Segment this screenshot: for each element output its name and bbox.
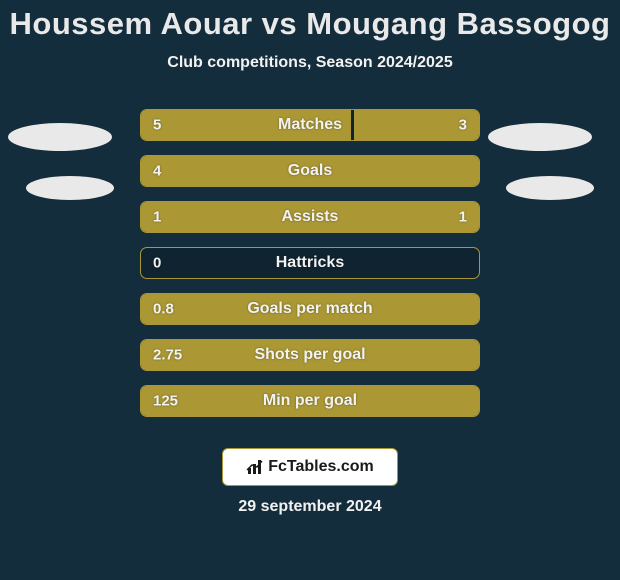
- page-title: Houssem Aouar vs Mougang Bassogog: [0, 6, 620, 42]
- stat-label: Goals per match: [247, 300, 372, 318]
- logo-ellipse: [506, 176, 594, 200]
- stat-label: Hattricks: [276, 254, 344, 272]
- stat-value-left: 125: [153, 393, 178, 410]
- stat-label: Shots per goal: [254, 346, 365, 364]
- stat-value-left: 0.8: [153, 301, 174, 318]
- logo-ellipse: [488, 123, 592, 151]
- stat-bar: 1 1 Assists: [140, 201, 480, 233]
- date-text: 29 september 2024: [0, 498, 620, 516]
- stat-value-left: 0: [153, 255, 161, 272]
- chart-icon: [246, 459, 264, 475]
- stat-value-left: 1: [153, 209, 161, 226]
- stat-bar: 125 Min per goal: [140, 385, 480, 417]
- stat-label: Min per goal: [263, 392, 357, 410]
- stat-value-right: 1: [459, 209, 467, 226]
- stat-bar: 5 3 Matches: [140, 109, 480, 141]
- stat-bar: 0 Hattricks: [140, 247, 480, 279]
- stat-bar: 0.8 Goals per match: [140, 293, 480, 325]
- stat-label: Goals: [288, 162, 332, 180]
- logo-ellipse: [26, 176, 114, 200]
- h2h-infographic: Houssem Aouar vs Mougang Bassogog Club c…: [0, 0, 620, 580]
- stat-row: 0 Hattricks: [0, 240, 620, 286]
- site-logo-text: FcTables.com: [268, 458, 374, 476]
- stat-bar: 4 Goals: [140, 155, 480, 187]
- stat-value-left: 4: [153, 163, 161, 180]
- site-logo-box: FcTables.com: [222, 448, 398, 486]
- logo-ellipse: [8, 123, 112, 151]
- stat-row: 125 Min per goal: [0, 378, 620, 424]
- stat-row: 0.8 Goals per match: [0, 286, 620, 332]
- stat-row: 1 1 Assists: [0, 194, 620, 240]
- stat-value-right: 3: [459, 117, 467, 134]
- stat-row: 2.75 Shots per goal: [0, 332, 620, 378]
- stat-value-left: 5: [153, 117, 161, 134]
- stat-value-left: 2.75: [153, 347, 182, 364]
- stat-label: Assists: [282, 208, 339, 226]
- stat-bar: 2.75 Shots per goal: [140, 339, 480, 371]
- stat-label: Matches: [278, 116, 342, 134]
- subtitle: Club competitions, Season 2024/2025: [0, 54, 620, 72]
